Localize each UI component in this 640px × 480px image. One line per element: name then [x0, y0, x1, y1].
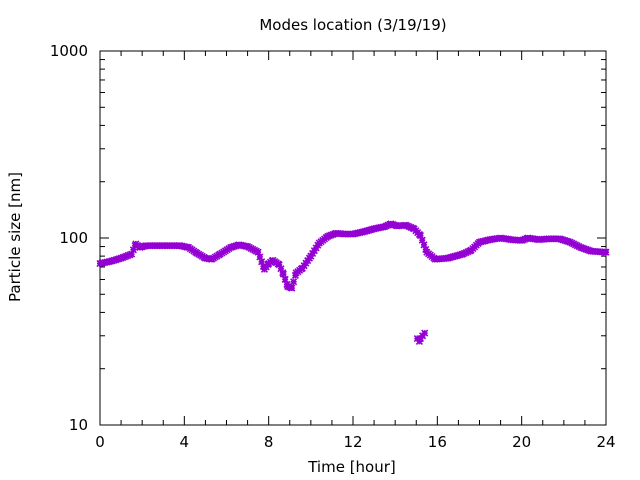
y-tick-label: 100 [59, 229, 88, 247]
data-point [129, 246, 137, 254]
data-point-marker [422, 245, 430, 253]
data-point-marker [420, 241, 428, 249]
data-point [415, 337, 423, 345]
data-point-marker [279, 270, 287, 278]
data-point [277, 265, 285, 273]
data-point-marker [256, 253, 264, 261]
x-tick-label: 16 [428, 433, 447, 451]
data-point-marker [277, 265, 285, 273]
x-tick-label: 24 [596, 433, 615, 451]
data-point [422, 245, 430, 253]
chart-title: Modes location (3/19/19) [259, 16, 446, 34]
data-point-marker [128, 250, 136, 258]
data-point-marker [281, 275, 289, 283]
data-point-marker [602, 248, 610, 256]
x-tick-label: 8 [264, 433, 274, 451]
data-point-marker [418, 236, 426, 244]
x-tick-label: 0 [95, 433, 105, 451]
data-point [281, 275, 289, 283]
data-point-marker [421, 329, 429, 337]
data-point-marker [254, 248, 262, 256]
y-tick-label: 10 [69, 416, 88, 434]
data-point-marker [290, 278, 298, 286]
y-axis-label: Particle size [nm] [6, 172, 24, 302]
data-point [128, 250, 136, 258]
data-point [275, 261, 283, 269]
x-tick-label: 4 [180, 433, 190, 451]
data-point-marker [416, 232, 425, 240]
x-axis-ticks: 0 4 8 12 16 20 24 [95, 51, 616, 451]
y-tick-label: 1000 [50, 42, 88, 60]
data-point [279, 270, 287, 278]
data-point [290, 278, 298, 286]
data-points [96, 220, 610, 345]
data-point [258, 258, 266, 266]
x-axis-label: Time [hour] [307, 458, 396, 476]
x-tick-label: 12 [343, 433, 362, 451]
data-point [420, 241, 428, 249]
x-tick-label: 20 [512, 433, 531, 451]
data-point [254, 248, 262, 256]
data-point [602, 248, 610, 256]
data-point-marker [129, 246, 137, 254]
data-point-marker [415, 337, 423, 345]
data-point [416, 232, 425, 240]
data-point [418, 236, 426, 244]
data-point-marker [275, 261, 283, 269]
data-point [256, 253, 264, 261]
data-point [288, 284, 296, 292]
data-point-marker [288, 284, 296, 292]
y-axis-ticks: 10 100 1000 [50, 42, 606, 434]
data-point [421, 329, 429, 337]
data-point-marker [258, 258, 266, 266]
